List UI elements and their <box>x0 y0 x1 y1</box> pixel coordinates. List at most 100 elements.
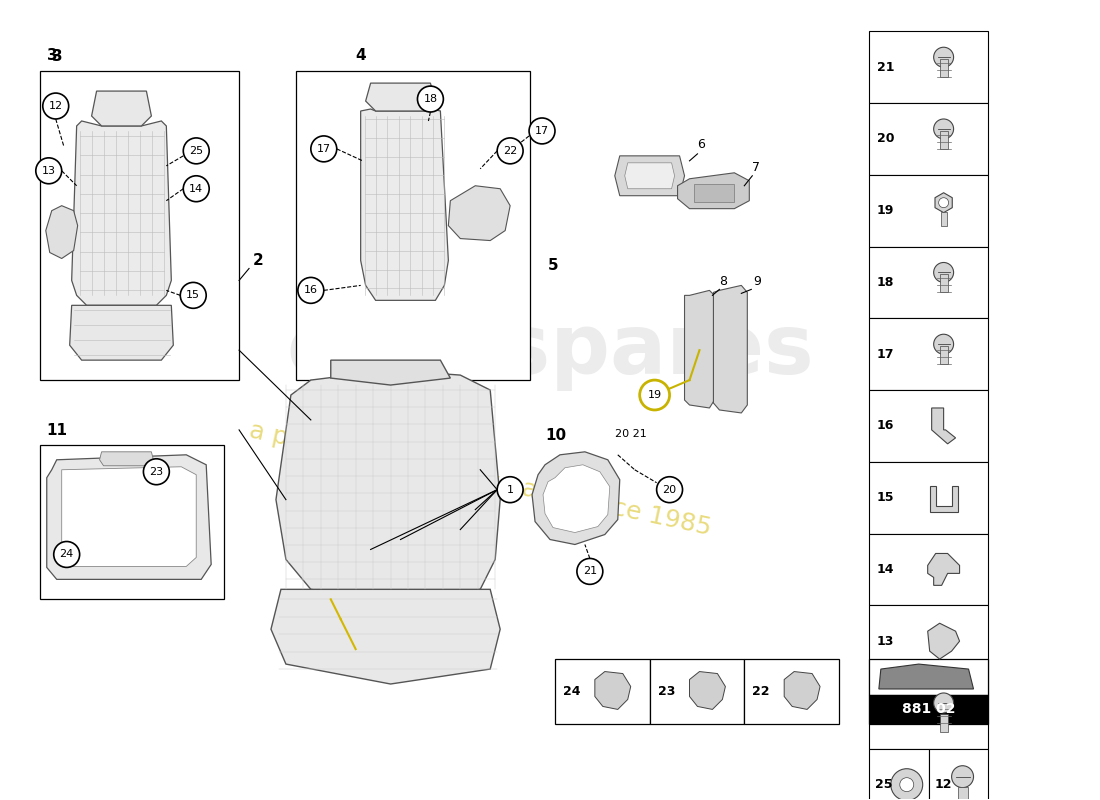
Bar <box>296 71 530 380</box>
Polygon shape <box>91 91 152 126</box>
Bar <box>869 31 989 103</box>
Text: 10: 10 <box>544 428 566 443</box>
Circle shape <box>934 119 954 139</box>
Bar <box>940 212 947 226</box>
Bar <box>869 749 928 800</box>
Bar <box>869 462 989 534</box>
Circle shape <box>497 477 524 502</box>
Text: 17: 17 <box>877 348 894 361</box>
Polygon shape <box>935 193 953 213</box>
Text: 3: 3 <box>52 49 63 64</box>
Bar <box>40 445 224 599</box>
Text: 25: 25 <box>874 778 892 791</box>
Bar <box>869 246 989 318</box>
Bar <box>869 103 989 174</box>
Text: 9: 9 <box>754 275 761 288</box>
Text: 18: 18 <box>424 94 438 104</box>
Bar <box>939 346 947 364</box>
Circle shape <box>311 136 337 162</box>
Circle shape <box>934 47 954 67</box>
Polygon shape <box>625 163 674 189</box>
Text: 22: 22 <box>752 685 770 698</box>
Circle shape <box>184 176 209 202</box>
Circle shape <box>934 693 954 713</box>
Text: 20: 20 <box>877 133 894 146</box>
Polygon shape <box>678 173 749 209</box>
Polygon shape <box>72 121 172 306</box>
Polygon shape <box>276 370 500 599</box>
Polygon shape <box>927 623 959 659</box>
Text: a passion for quality parts since 1985: a passion for quality parts since 1985 <box>248 419 714 541</box>
Bar <box>869 677 989 749</box>
Text: 19: 19 <box>877 204 894 217</box>
Polygon shape <box>100 452 153 466</box>
Bar <box>745 659 839 724</box>
Circle shape <box>418 86 443 112</box>
Polygon shape <box>684 290 714 408</box>
Polygon shape <box>69 306 174 360</box>
Circle shape <box>640 380 670 410</box>
Circle shape <box>143 458 169 485</box>
Polygon shape <box>361 109 449 300</box>
Text: 21: 21 <box>583 566 597 577</box>
Bar <box>694 184 735 202</box>
Text: 14: 14 <box>877 563 894 576</box>
Text: 24: 24 <box>59 550 74 559</box>
Polygon shape <box>714 286 747 413</box>
Circle shape <box>180 282 206 308</box>
Text: 8: 8 <box>719 275 727 288</box>
Polygon shape <box>927 554 959 586</box>
Bar <box>650 659 745 724</box>
Bar <box>958 786 968 800</box>
Text: 6: 6 <box>697 138 705 151</box>
Circle shape <box>36 158 62 184</box>
Text: 13: 13 <box>877 634 894 648</box>
Text: 18: 18 <box>877 276 894 289</box>
Circle shape <box>576 558 603 584</box>
Circle shape <box>497 138 524 164</box>
Polygon shape <box>271 590 501 684</box>
Polygon shape <box>932 408 956 444</box>
Text: eurospares: eurospares <box>286 310 814 390</box>
Text: 5: 5 <box>548 258 559 274</box>
Text: 22: 22 <box>503 146 517 156</box>
Circle shape <box>43 93 68 119</box>
Polygon shape <box>879 664 974 689</box>
Polygon shape <box>47 455 211 579</box>
Text: 3: 3 <box>47 48 57 63</box>
Circle shape <box>529 118 556 144</box>
Text: 23: 23 <box>150 466 164 477</box>
Bar <box>939 59 947 77</box>
Text: 17: 17 <box>317 144 331 154</box>
Text: 11: 11 <box>47 423 68 438</box>
Polygon shape <box>532 452 619 545</box>
Text: 14: 14 <box>189 184 204 194</box>
Polygon shape <box>449 186 510 241</box>
Text: 16: 16 <box>304 286 318 295</box>
Bar <box>928 749 989 800</box>
Circle shape <box>657 477 682 502</box>
Bar <box>939 714 947 732</box>
Text: 21: 21 <box>877 61 894 74</box>
Circle shape <box>934 262 954 282</box>
Text: 24: 24 <box>563 685 581 698</box>
Bar <box>869 390 989 462</box>
Circle shape <box>900 778 914 792</box>
Polygon shape <box>930 486 958 512</box>
Text: 881 02: 881 02 <box>902 702 956 716</box>
Text: 15: 15 <box>877 491 894 504</box>
Polygon shape <box>595 671 630 710</box>
Circle shape <box>298 278 323 303</box>
Text: 1: 1 <box>507 485 514 494</box>
Text: 19: 19 <box>648 390 662 400</box>
Text: 20: 20 <box>662 485 676 494</box>
Text: 2: 2 <box>253 254 264 269</box>
Polygon shape <box>615 156 684 196</box>
Text: 16: 16 <box>877 419 894 433</box>
Bar <box>869 659 989 694</box>
Polygon shape <box>331 360 450 385</box>
Polygon shape <box>690 671 725 710</box>
Text: 17: 17 <box>535 126 549 136</box>
Bar <box>869 694 989 724</box>
Text: 12: 12 <box>48 101 63 111</box>
